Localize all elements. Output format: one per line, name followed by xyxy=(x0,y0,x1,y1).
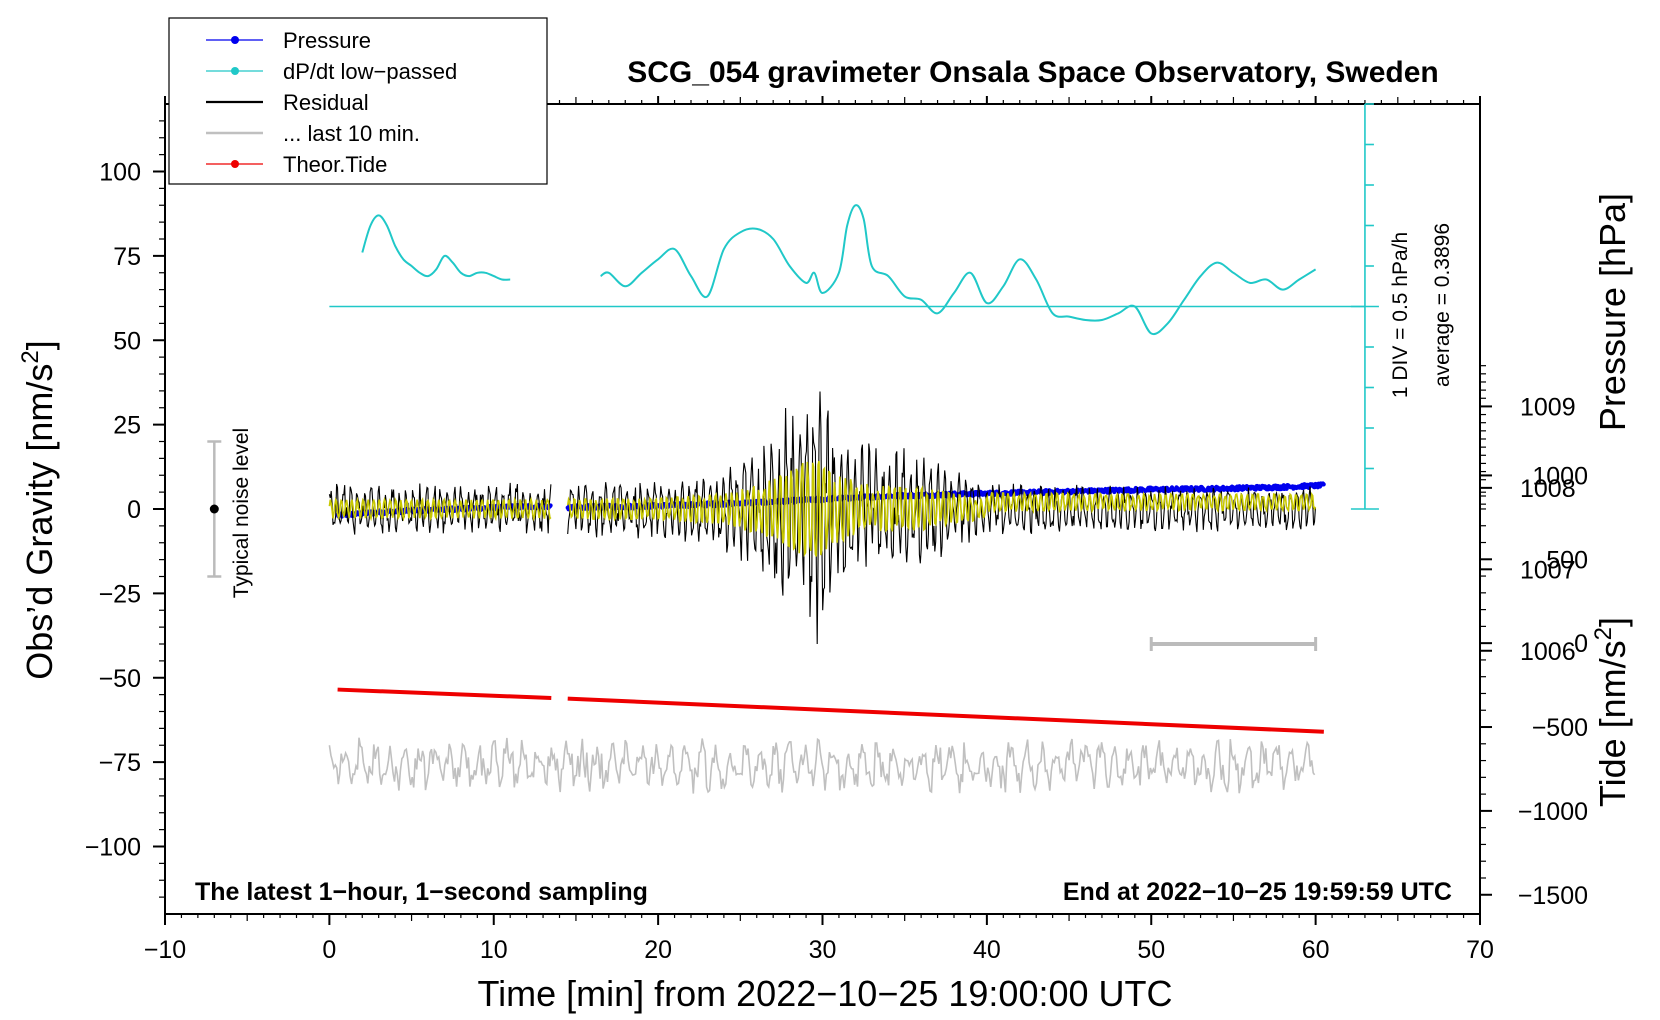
y-tick-label: −75 xyxy=(99,749,141,777)
x-tick-label: 70 xyxy=(1466,936,1494,964)
x-tick-label: 40 xyxy=(973,936,1001,964)
tide-series-line xyxy=(337,687,552,700)
legend: Pressure dP/dt low−passed Residual ... last… xyxy=(168,17,548,185)
x-tick-label: 60 xyxy=(1302,936,1330,964)
dpdt-series-line xyxy=(600,204,1317,336)
residual-lowpass-line xyxy=(328,496,552,522)
tide-tick-label: 500 xyxy=(1546,546,1588,574)
y-tick-label: 100 xyxy=(99,159,141,187)
x-tick-label: 30 xyxy=(809,936,837,964)
legend-label: dP/dt low−passed xyxy=(283,59,457,84)
y-tick-label: 0 xyxy=(127,496,141,524)
legend-label: ... last 10 min. xyxy=(283,121,420,146)
div-label: 1 DIV = 0.5 hPa/h xyxy=(1389,232,1412,398)
y-axis-label-pressure: Pressure [hPa] xyxy=(1592,193,1633,431)
noise-bar-center xyxy=(209,504,219,514)
pressure-tick-label: 1009 xyxy=(1520,393,1576,421)
pressure-tick-label: 1007 xyxy=(1520,556,1576,584)
y-tick-label: 50 xyxy=(113,327,141,355)
x-tick-label: 0 xyxy=(322,936,336,964)
y-tick-label: −100 xyxy=(85,834,141,862)
x-tick-label: 20 xyxy=(644,936,672,964)
pressure-tick-label: 1006 xyxy=(1520,638,1576,666)
last-10-min-series-line xyxy=(328,737,1316,794)
y-axis-label-tide: Tide [nm/s2] xyxy=(1590,617,1633,807)
tide-tick-label: −1000 xyxy=(1518,798,1588,826)
legend-label: Pressure xyxy=(283,28,371,53)
tide-tick-label: 1000 xyxy=(1532,462,1588,490)
x-tick-label: 50 xyxy=(1137,936,1165,964)
chart-title: SCG_054 gravimeter Onsala Space Observat… xyxy=(627,56,1439,89)
tide-tick-label: −1500 xyxy=(1518,882,1588,910)
y-axis-label-gravity: Obs’d Gravity [nm/s2] xyxy=(17,340,60,679)
x-tick-label: −10 xyxy=(144,936,186,964)
axis-ticks: −10 0 10 20 30 40 50 60 70−100−75−50−25025507510… xyxy=(85,96,1588,964)
legend-label: Theor.Tide xyxy=(283,152,387,177)
noise-level-label: Typical noise level xyxy=(230,428,253,598)
legend-entry: Pressure xyxy=(206,28,371,53)
residual-series-line xyxy=(567,391,1316,645)
dpdt-series-line xyxy=(361,214,511,281)
legend-entry: Residual xyxy=(206,90,369,115)
x-tick-label: 10 xyxy=(480,936,508,964)
legend-swatch-marker xyxy=(231,67,239,75)
legend-label: Residual xyxy=(283,90,369,115)
series-layer xyxy=(328,204,1365,794)
y-tick-label: 25 xyxy=(113,412,141,440)
x-axis-label: Time [min] from 2022−10−25 19:00:00 UTC xyxy=(477,973,1172,1014)
pressure-point xyxy=(1321,482,1326,487)
tide-tick-label: −500 xyxy=(1532,714,1588,742)
bottom-right-note: End at 2022−10−25 19:59:59 UTC xyxy=(1063,878,1452,906)
legend-entry: dP/dt low−passed xyxy=(206,59,457,84)
y-axis-label-sup: 2 xyxy=(17,350,44,363)
y-tick-label: −25 xyxy=(99,580,141,608)
pressure-tick-label: 1008 xyxy=(1520,475,1576,503)
legend-entry: Theor.Tide xyxy=(206,152,387,177)
average-label: average = 0.3896 xyxy=(1431,223,1454,387)
annotation-layer xyxy=(207,103,1379,651)
tide-tick-label: 0 xyxy=(1574,630,1588,658)
residual-lowpass-line xyxy=(566,460,1317,558)
y-tick-label: −50 xyxy=(99,665,141,693)
legend-entry: ... last 10 min. xyxy=(206,121,420,146)
legend-swatch-marker xyxy=(231,160,239,168)
legend-swatch-marker xyxy=(231,36,239,44)
y-tick-label: 75 xyxy=(113,243,141,271)
tide-series-line xyxy=(567,696,1324,734)
bottom-left-note: The latest 1−hour, 1−second sampling xyxy=(195,878,648,906)
